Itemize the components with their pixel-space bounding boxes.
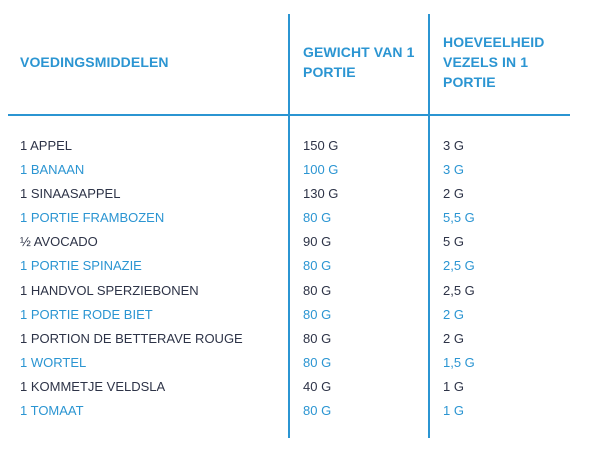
table-row: 1 PORTION DE BETTERAVE ROUGE 80 G 2 G: [0, 327, 592, 351]
table-row: 1 SINAASAPPEL 130 G 2 G: [0, 182, 592, 206]
cell-weight: 80 G: [303, 330, 332, 346]
cell-weight: 80 G: [303, 306, 332, 322]
table-row: 1 PORTIE FRAMBOZEN 80 G 5,5 G: [0, 206, 592, 230]
cell-fiber: 1 G: [443, 403, 464, 419]
cell-weight: 100 G: [303, 162, 339, 178]
cell-fiber: 2,5 G: [443, 258, 475, 274]
cell-fiber: 1,5 G: [443, 354, 475, 370]
cell-food: 1 TOMAAT: [20, 403, 84, 419]
cell-weight: 150 G: [303, 138, 339, 153]
table-row: 1 KOMMETJE VELDSLA 40 G 1 G: [0, 375, 592, 399]
table-row: ½ AVOCADO 90 G 5 G: [0, 230, 592, 254]
cell-weight: 80 G: [303, 258, 332, 274]
cell-fiber: 2 G: [443, 186, 464, 202]
cell-food: 1 APPEL: [20, 138, 73, 153]
header-food: VOEDINGSMIDDELEN: [20, 54, 169, 70]
cell-weight: 90 G: [303, 234, 332, 250]
header-fiber-amount: HOEVEELHEID VEZELS IN 1 PORTIE: [443, 34, 545, 90]
table-row: 1 BANAAN 100 G 3 G: [0, 158, 592, 182]
table-row: 1 APPEL 150 G 3 G: [0, 134, 592, 158]
table-row: 1 PORTIE SPINAZIE 80 G 2,5 G: [0, 254, 592, 278]
cell-weight: 80 G: [303, 210, 332, 226]
cell-food: 1 BANAAN: [20, 162, 85, 178]
cell-weight: 80 G: [303, 282, 332, 298]
cell-weight: 80 G: [303, 354, 332, 370]
cell-weight: 80 G: [303, 403, 332, 419]
cell-fiber: 1 G: [443, 378, 464, 394]
cell-food: ½ AVOCADO: [20, 234, 98, 250]
table-row: 1 HANDVOL SPERZIEBONEN 80 G 2,5 G: [0, 279, 592, 303]
cell-weight: 40 G: [303, 378, 332, 394]
cell-food: 1 HANDVOL SPERZIEBONEN: [20, 282, 199, 298]
cell-fiber: 3 G: [443, 162, 464, 178]
table-row: 1 PORTIE RODE BIET 80 G 2 G: [0, 303, 592, 327]
table-row: 1 WORTEL 80 G 1,5 G: [0, 351, 592, 375]
table-body: 1 APPEL 150 G 3 G 1 BANAAN 100 G 3 G 1 SINAASA…: [0, 134, 592, 423]
cell-weight: 130 G: [303, 186, 339, 202]
cell-fiber: 2 G: [443, 330, 464, 346]
cell-fiber: 2 G: [443, 306, 464, 322]
cell-fiber: 3 G: [443, 138, 464, 153]
cell-fiber: 5,5 G: [443, 210, 475, 226]
cell-food: 1 WORTEL: [20, 354, 87, 370]
column-divider: [428, 14, 430, 438]
cell-food: 1 PORTIE SPINAZIE: [20, 258, 142, 274]
header-portion-weight: GEWICHT VAN 1 PORTIE: [303, 44, 415, 80]
cell-food: 1 PORTIE RODE BIET: [20, 306, 153, 322]
cell-fiber: 2,5 G: [443, 282, 475, 298]
cell-food: 1 KOMMETJE VELDSLA: [20, 378, 166, 394]
cell-fiber: 5 G: [443, 234, 464, 250]
table-row: 1 TOMAAT 80 G 1 G: [0, 399, 592, 423]
cell-food: 1 SINAASAPPEL: [20, 186, 121, 202]
column-divider: [288, 14, 290, 438]
header-divider: [8, 114, 570, 116]
cell-food: 1 PORTION DE BETTERAVE ROUGE: [20, 330, 243, 346]
cell-food: 1 PORTIE FRAMBOZEN: [20, 210, 165, 226]
